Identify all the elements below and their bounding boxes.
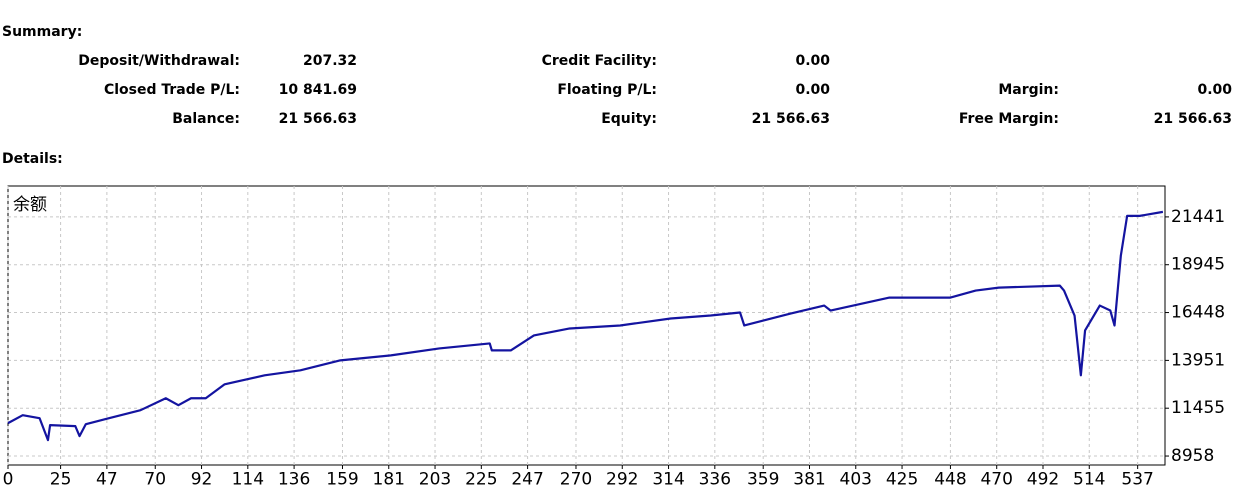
y-tick-label: 13951	[1171, 350, 1225, 370]
summary-label: Equity:	[601, 111, 657, 127]
x-tick-label: 292	[606, 470, 638, 490]
x-tick-label: 403	[840, 470, 872, 490]
x-tick-label: 492	[1027, 470, 1059, 490]
x-tick-label: 203	[419, 470, 451, 490]
summary-label: Margin:	[998, 82, 1059, 98]
summary-value: 0.00	[795, 82, 830, 98]
summary-value: 10 841.69	[278, 82, 357, 98]
x-tick-label: 314	[652, 470, 684, 490]
details-title: Details:	[2, 151, 63, 167]
x-tick-label: 136	[278, 470, 310, 490]
summary-label: Deposit/Withdrawal:	[78, 53, 240, 69]
y-tick-label: 8958	[1171, 446, 1214, 466]
summary-value: 21 566.63	[278, 111, 357, 127]
x-tick-label: 47	[96, 470, 118, 490]
summary-label: Balance:	[172, 111, 240, 127]
x-tick-label: 270	[560, 470, 592, 490]
summary-label: Closed Trade P/L:	[103, 82, 240, 98]
x-tick-label: 448	[934, 470, 966, 490]
summary-title: Summary:	[2, 24, 83, 40]
summary-value: 21 566.63	[751, 111, 830, 127]
x-tick-label: 114	[232, 470, 264, 490]
x-tick-label: 70	[144, 470, 166, 490]
y-tick-label: 18945	[1171, 255, 1225, 275]
x-tick-label: 0	[3, 470, 14, 490]
x-tick-label: 470	[980, 470, 1012, 490]
balance-line	[7, 210, 1164, 442]
x-tick-label: 425	[886, 470, 918, 490]
x-tick-label: 381	[793, 470, 825, 490]
summary-value: 207.32	[302, 53, 357, 69]
summary-value: 0.00	[1197, 82, 1232, 98]
y-tick-label: 11455	[1171, 398, 1225, 418]
x-tick-label: 181	[373, 470, 405, 490]
x-tick-label: 25	[50, 470, 72, 490]
x-tick-label: 159	[326, 470, 358, 490]
x-tick-label: 359	[747, 470, 779, 490]
summary-value: 0.00	[795, 53, 830, 69]
y-tick-label: 16448	[1171, 303, 1225, 323]
x-tick-label: 336	[699, 470, 731, 490]
y-tick-label: 21441	[1171, 207, 1225, 227]
x-tick-label: 92	[191, 470, 213, 490]
x-tick-label: 514	[1073, 470, 1105, 490]
plot-frame	[7, 185, 1166, 466]
summary-value: 21 566.63	[1153, 111, 1232, 127]
x-tick-label: 225	[465, 470, 497, 490]
summary-label: Free Margin:	[958, 111, 1059, 127]
x-tick-label: 537	[1121, 470, 1153, 490]
x-tick-label: 247	[511, 470, 543, 490]
summary-label: Floating P/L:	[557, 82, 657, 98]
chart-title: 余额	[13, 195, 47, 215]
summary-label: Credit Facility:	[541, 53, 657, 69]
